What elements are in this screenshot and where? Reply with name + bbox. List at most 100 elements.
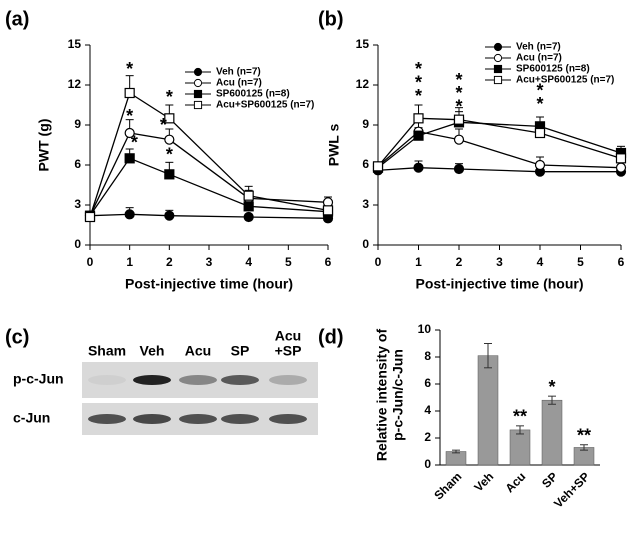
marker xyxy=(534,127,546,139)
legend-label: SP600125 (n=8) xyxy=(216,89,290,100)
y-tick-label: 6 xyxy=(424,376,431,390)
x-tick-label: 1 xyxy=(126,255,133,269)
y-tick-label: 0 xyxy=(362,237,369,251)
marker xyxy=(124,209,135,220)
significance: * xyxy=(126,59,133,79)
band xyxy=(88,414,126,424)
marker xyxy=(84,211,96,223)
x-tick-label: Acu xyxy=(502,469,528,495)
panel-label: (d) xyxy=(318,326,344,348)
y-tick-label: 0 xyxy=(424,457,431,471)
marker xyxy=(413,162,424,173)
legend-label: Acu+SP600125 (n=7) xyxy=(216,100,314,111)
band xyxy=(179,375,217,385)
y-tick-label: 3 xyxy=(362,197,369,211)
legend-marker xyxy=(193,89,203,99)
band xyxy=(269,375,307,385)
y-tick-label: 6 xyxy=(74,157,81,171)
significance: * xyxy=(536,80,543,100)
significance: * xyxy=(455,83,462,103)
significance: * xyxy=(415,72,422,92)
band xyxy=(88,375,126,385)
y-tick-label: 2 xyxy=(424,430,431,444)
band xyxy=(221,375,259,385)
marker xyxy=(322,205,334,216)
x-tick-label: 0 xyxy=(375,255,382,269)
band xyxy=(179,414,217,424)
significance: * xyxy=(166,87,173,107)
x-tick-label: 1 xyxy=(415,255,422,269)
lane-label: SP xyxy=(231,343,250,359)
band xyxy=(133,375,171,385)
panel-label: (a) xyxy=(5,8,29,30)
x-axis-label: Post-injective time (hour) xyxy=(415,276,583,292)
band xyxy=(269,414,307,424)
x-tick-label: 0 xyxy=(87,255,94,269)
lane-label: +SP xyxy=(275,343,302,359)
significance: * xyxy=(415,86,422,106)
legend-label: Veh (n=7) xyxy=(216,67,261,78)
blot-background xyxy=(82,362,318,398)
significance: * xyxy=(548,377,555,397)
row-label: c-Jun xyxy=(13,410,50,426)
significance: * xyxy=(415,59,422,79)
y-tick-label: 9 xyxy=(362,117,369,131)
y-axis-label: PWL s xyxy=(326,124,342,167)
y-tick-label: 4 xyxy=(424,403,431,417)
y-tick-label: 12 xyxy=(68,77,82,91)
bar xyxy=(509,429,531,466)
x-tick-label: 5 xyxy=(577,255,584,269)
marker xyxy=(453,163,465,175)
y-tick-label: 3 xyxy=(74,197,81,211)
marker xyxy=(413,113,424,124)
x-tick-label: 3 xyxy=(496,255,503,269)
legend-label: Acu+SP600125 (n=7) xyxy=(516,75,614,86)
legend-label: SP600125 (n=8) xyxy=(516,64,590,75)
marker xyxy=(453,114,465,125)
significance: * xyxy=(160,115,167,135)
marker xyxy=(164,169,175,180)
y-axis-label: Relative intensity of xyxy=(374,329,390,462)
significance: * xyxy=(455,96,462,116)
band xyxy=(221,414,259,424)
marker xyxy=(413,130,424,141)
bar xyxy=(445,451,467,466)
y-tick-label: 15 xyxy=(356,37,370,51)
bar xyxy=(477,355,499,466)
y-tick-label: 10 xyxy=(418,322,432,336)
legend-marker xyxy=(493,75,503,85)
x-axis-label: Post-injective time (hour) xyxy=(125,276,293,292)
lane-label: Sham xyxy=(88,343,126,359)
x-tick-label: 4 xyxy=(245,255,252,269)
y-tick-label: 9 xyxy=(74,117,81,131)
marker xyxy=(243,190,254,201)
x-tick-label: Veh xyxy=(471,469,496,494)
marker xyxy=(453,134,465,145)
marker xyxy=(243,201,254,212)
x-tick-label: 6 xyxy=(325,255,332,269)
x-tick-label: 6 xyxy=(618,255,625,269)
y-axis-label: p-c-Jun/c-Jun xyxy=(390,349,406,441)
legend-marker xyxy=(193,78,203,88)
legend-marker xyxy=(493,64,503,74)
marker xyxy=(124,87,135,99)
x-tick-label: Sham xyxy=(431,469,464,502)
series-line xyxy=(377,117,622,167)
marker xyxy=(534,159,546,171)
x-tick-label: 2 xyxy=(456,255,463,269)
significance: * xyxy=(126,106,133,126)
series-line xyxy=(89,157,329,217)
legend-marker xyxy=(493,42,503,52)
legend-label: Acu (n=7) xyxy=(516,53,562,64)
panel-label: (c) xyxy=(5,326,29,348)
marker xyxy=(372,161,384,172)
y-tick-label: 15 xyxy=(68,37,82,51)
marker xyxy=(164,134,175,145)
legend-label: Veh (n=7) xyxy=(516,42,561,53)
legend-marker xyxy=(193,67,203,77)
x-tick-label: 3 xyxy=(206,255,213,269)
significance: ** xyxy=(577,426,591,446)
marker xyxy=(615,162,627,173)
